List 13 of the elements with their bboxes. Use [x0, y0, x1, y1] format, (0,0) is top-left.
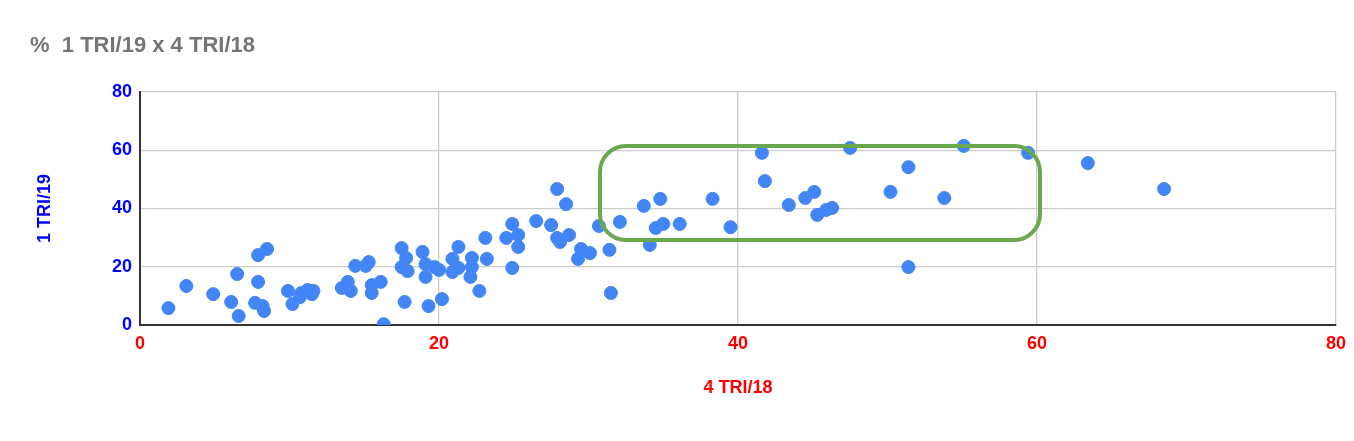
y-tick-label: 20: [111, 255, 132, 276]
chart-title: % 1 TRI/19 x 4 TRI/18: [30, 32, 255, 58]
x-tick-label: 40: [727, 332, 749, 353]
x-tick-label: 60: [1026, 332, 1048, 353]
y-tick-label: 40: [111, 197, 132, 218]
y-tick-label: 60: [111, 139, 132, 160]
x-axis-title: 4 TRI/18: [703, 377, 773, 398]
x-tick-label: 20: [428, 332, 450, 353]
y-tick-label: 0: [121, 313, 132, 334]
x-tick-label: 80: [1325, 332, 1346, 353]
y-axis-title: 1 TRI/19: [33, 173, 54, 244]
y-tick-label: 80: [111, 80, 132, 101]
x-tick-label: 0: [134, 332, 146, 353]
